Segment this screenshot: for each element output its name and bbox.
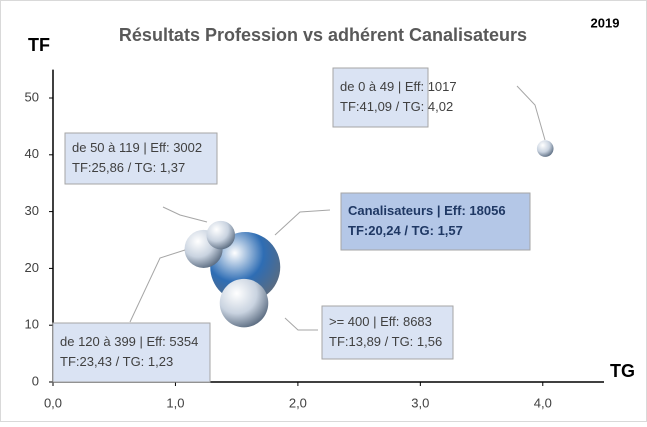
x-tick-label: 2,0 — [289, 395, 307, 410]
bubble — [536, 140, 554, 157]
chart-subtitle: 2019 — [591, 15, 620, 30]
y-tick-label: 50 — [25, 89, 39, 104]
data-label: de 120 à 399 | Eff: 5354 — [60, 334, 198, 349]
y-tick-label: 20 — [25, 260, 39, 275]
leader-line — [516, 85, 546, 141]
data-label: Canalisateurs | Eff: 18056 — [348, 203, 506, 218]
data-label: TF:20,24 / TG: 1,57 — [348, 223, 463, 238]
x-tick-label: 4,0 — [534, 395, 552, 410]
data-label-box — [321, 305, 454, 360]
data-label-box — [52, 322, 211, 383]
x-tick-label: 3,0 — [411, 395, 429, 410]
data-label: TF:13,89 / TG: 1,56 — [329, 334, 442, 349]
data-label: TF:41,09 / TG: 4,02 — [340, 99, 453, 114]
y-tick-label: 10 — [25, 317, 39, 332]
data-label: de 50 à 119 | Eff: 3002 — [72, 140, 202, 155]
leader-line — [129, 249, 186, 323]
leader-line — [274, 209, 331, 236]
data-label-box — [64, 132, 218, 185]
bubble — [210, 232, 281, 303]
x-tick-label: 0,0 — [44, 395, 62, 410]
y-tick-label: 30 — [25, 203, 39, 218]
data-label: >= 400 | Eff: 8683 — [329, 314, 432, 329]
data-label-box — [340, 192, 531, 251]
y-tick-label: 0 — [32, 373, 39, 388]
chart-title: Résultats Profession vs adhérent Canalis… — [119, 25, 527, 45]
data-label: de 0 à 49 | Eff: 1017 — [340, 79, 457, 94]
y-tick-label: 40 — [25, 146, 39, 161]
data-label: TF:23,43 / TG: 1,23 — [60, 354, 173, 369]
leader-line — [162, 206, 208, 223]
data-label-box — [332, 67, 429, 128]
data-label: TF:25,86 / TG: 1,37 — [72, 160, 185, 175]
bubble — [206, 220, 236, 250]
y-axis-title: TF — [28, 35, 50, 55]
leader-line — [284, 317, 318, 331]
bubble — [219, 278, 269, 328]
x-axis-title: TG — [610, 361, 635, 381]
x-tick-label: 1,0 — [166, 395, 184, 410]
